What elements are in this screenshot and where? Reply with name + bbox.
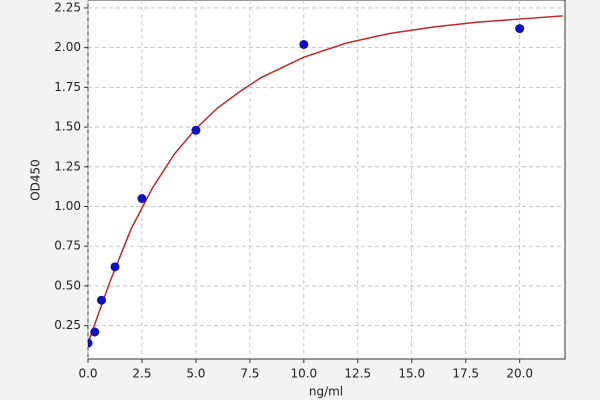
- data-point: [90, 327, 100, 337]
- data-point: [299, 39, 309, 49]
- x-axis-label: ng/ml: [309, 385, 343, 399]
- y-axis-label: OD450: [29, 159, 43, 201]
- data-point: [88, 338, 93, 348]
- y-tick-label: 0.25: [54, 318, 81, 332]
- plot-area: [87, 0, 566, 360]
- y-tick-label: 1.75: [54, 80, 81, 94]
- data-point: [515, 24, 525, 34]
- x-tick-label: 7.5: [240, 367, 259, 381]
- y-tick-label: 1.25: [54, 159, 81, 173]
- x-tick-label: 20.0: [506, 367, 533, 381]
- data-point: [110, 262, 120, 272]
- x-tick-label: 17.5: [452, 367, 479, 381]
- data-point: [191, 125, 201, 135]
- y-tick-label: 2.00: [54, 40, 81, 54]
- x-tick-label: 0.0: [78, 367, 97, 381]
- y-tick-label: 1.50: [54, 120, 81, 134]
- y-tick-label: 1.00: [54, 199, 81, 213]
- fit-curve: [88, 15, 563, 344]
- y-tick-label: 2.25: [54, 0, 81, 14]
- x-tick-label: 2.5: [132, 367, 151, 381]
- x-tick-label: 10.0: [290, 367, 317, 381]
- y-tick-label: 0.50: [54, 278, 81, 292]
- x-tick-label: 5.0: [186, 367, 205, 381]
- x-tick-label: 12.5: [344, 367, 371, 381]
- x-tick-label: 15.0: [398, 367, 425, 381]
- data-point: [137, 194, 147, 204]
- y-tick-label: 0.75: [54, 239, 81, 253]
- data-point: [96, 295, 106, 305]
